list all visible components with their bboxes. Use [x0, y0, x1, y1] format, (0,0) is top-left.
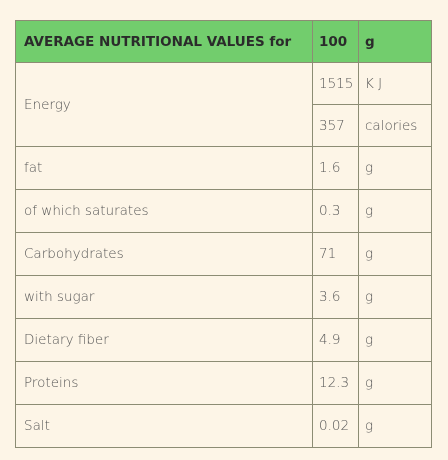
label-cell: Dietary fiber [15, 318, 313, 362]
table-body: AVERAGE NUTRITIONAL VALUES for 100 g Ene… [15, 20, 432, 448]
unit-cell: g [358, 361, 432, 405]
energy-row: 357 calories [16, 104, 432, 147]
nutrient-row: Salt 0.02 g [15, 404, 432, 448]
unit-cell: g [358, 232, 432, 276]
nutrient-row: Dietary fiber 4.9 g [15, 318, 432, 362]
amount-cell: 0.3 [312, 189, 359, 233]
label-cell: Proteins [15, 361, 313, 405]
unit-cell: g [358, 146, 432, 190]
amount-cell: 71 [312, 232, 359, 276]
amount-cell: 4.9 [312, 318, 359, 362]
label-cell: Carbohydrates [15, 232, 313, 276]
unit-cell: g [358, 318, 432, 362]
nutrition-table: AVERAGE NUTRITIONAL VALUES for 100 g Ene… [15, 20, 432, 448]
nutrient-row: Carbohydrates 71 g [15, 232, 432, 276]
label-cell: of which saturates [15, 189, 313, 233]
amount-cell: 12.3 [312, 361, 359, 405]
header-cell: g [358, 20, 432, 63]
amount-cell: 3.6 [312, 275, 359, 319]
label-cell: Salt [15, 404, 313, 448]
label-cell: fat [15, 146, 313, 190]
nutrient-row: with sugar 3.6 g [15, 275, 432, 319]
nutrient-row: Proteins 12.3 g [15, 361, 432, 405]
nutrient-row: of which saturates 0.3 g [15, 189, 432, 233]
header-cell: 100 [312, 20, 359, 63]
amount-cell: 1.6 [312, 146, 359, 190]
amount-cell: 1515 [312, 62, 359, 105]
label-cell: Energy [15, 62, 313, 147]
header-row: AVERAGE NUTRITIONAL VALUES for 100 g [15, 20, 432, 63]
unit-cell: K J [358, 62, 432, 105]
energy-row: Energy 1515 K J [15, 62, 432, 147]
label-cell: with sugar [15, 275, 313, 319]
unit-cell: g [358, 189, 432, 233]
amount-cell: 357 [312, 104, 359, 147]
amount-cell: 0.02 [312, 404, 359, 448]
unit-cell: g [358, 275, 432, 319]
unit-cell: g [358, 404, 432, 448]
unit-cell: calories [358, 104, 432, 147]
nutrient-row: fat 1.6 g [15, 146, 432, 190]
header-cell: AVERAGE NUTRITIONAL VALUES for [15, 20, 313, 63]
